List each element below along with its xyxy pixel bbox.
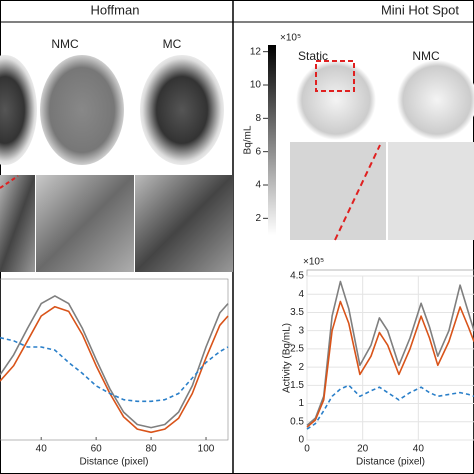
- series-line: [0, 295, 229, 429]
- x-tick-label: 60: [91, 444, 103, 455]
- y-tick-label: 2.5: [290, 344, 304, 355]
- colorbar-tick-label: 12: [250, 46, 262, 57]
- series-line: [306, 384, 474, 430]
- x-tick-label: 80: [146, 444, 158, 455]
- right-label: Static: [298, 49, 328, 63]
- x-tick-label: 20: [357, 444, 369, 455]
- series-line: [0, 336, 229, 403]
- y-tick-label: 4: [298, 289, 304, 300]
- x-tick-label: 40: [36, 444, 48, 455]
- y-tick-label: 4.5: [290, 271, 304, 282]
- plot-area: [306, 269, 474, 441]
- series-line: [0, 305, 229, 434]
- colorbar-tick-label: 8: [255, 113, 261, 124]
- y-tick-label: 3.5: [290, 307, 304, 318]
- x-axis-label: Distance (pixel): [80, 457, 149, 468]
- brain-images: [0, 55, 233, 272]
- y-tick-label: 2: [298, 362, 304, 373]
- colorbar-tick-label: 6: [255, 146, 261, 157]
- y-tick-label: 1.5: [290, 380, 304, 391]
- colorbar-multiplier: ×10⁵: [280, 33, 301, 44]
- series-line: [306, 280, 474, 427]
- x-tick-label: 100: [198, 444, 215, 455]
- right-label: NMC: [412, 49, 440, 63]
- x-tick-label: 40: [413, 444, 425, 455]
- axis-multiplier: ×10⁵: [303, 257, 324, 268]
- colorbar-tick-label: 2: [255, 213, 261, 224]
- left-label: MC: [163, 37, 182, 51]
- colorbar-tick-label: 10: [250, 80, 262, 91]
- plot-area: [0, 278, 229, 441]
- x-tick-label: 0: [304, 444, 310, 455]
- y-tick-label: 3: [298, 325, 304, 336]
- left-label: NMC: [51, 37, 79, 51]
- y-tick-label: 1: [298, 398, 304, 409]
- colorbar-tick-label: 4: [255, 180, 261, 191]
- y-axis-label: Activity (Bq/mL): [282, 323, 293, 393]
- x-axis-label: Distance (pixel): [356, 457, 425, 468]
- left-title: Hoffman: [91, 2, 140, 17]
- y-tick-label: 0: [298, 435, 304, 446]
- y-tick-label: 0.5: [290, 416, 304, 427]
- right-title: Mini Hot Spot: [381, 2, 459, 17]
- colorbar: [268, 45, 276, 235]
- colorbar-label: Bq/mL: [243, 125, 254, 154]
- phantom-images: [290, 60, 474, 241]
- series-line: [306, 300, 474, 428]
